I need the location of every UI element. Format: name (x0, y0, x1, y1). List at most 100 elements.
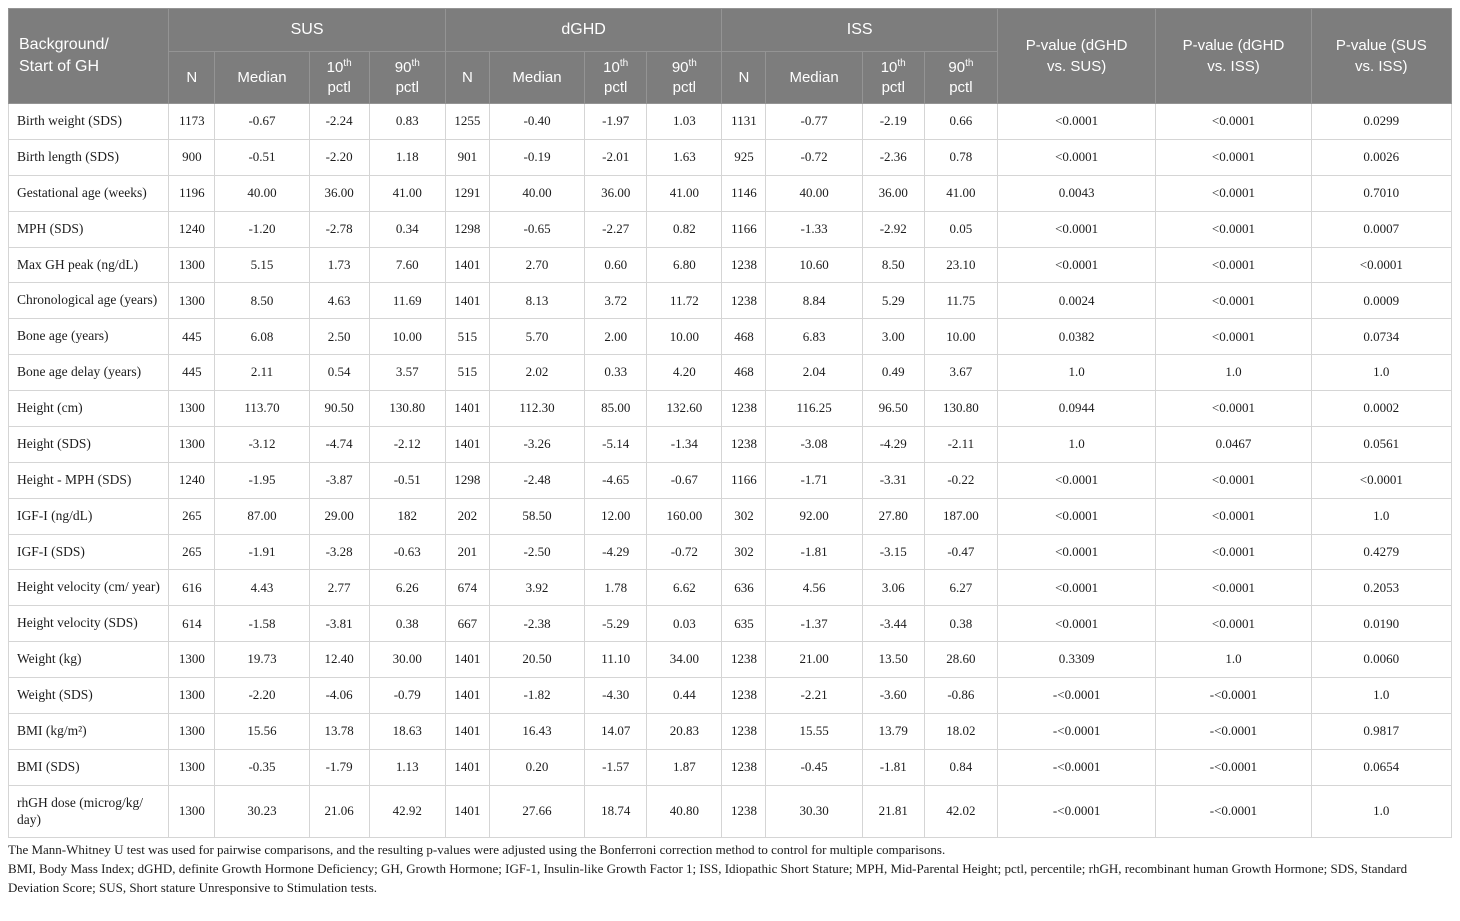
data-cell-sus: 1300 (168, 641, 216, 678)
column-header-sus-10th-pctl: 10th pctl (308, 51, 370, 104)
data-cell-iss: -2.11 (923, 425, 998, 463)
table-body: Birth weight (SDS) 1173 -0.67 -2.24 0.83 1255… (7, 103, 1453, 839)
data-cell-sus: -2.12 (368, 425, 446, 463)
data-cell-iss: -3.60 (861, 677, 925, 714)
data-cell-dghd: 85.00 (584, 390, 648, 427)
data-cell-iss: 3.06 (861, 569, 925, 607)
table-row: Height (SDS) 1300 -3.12 -4.74 -2.12 1401 -3.26… (7, 425, 1453, 463)
data-cell-p: <0.0001 (1310, 246, 1453, 284)
data-cell-sus: 3.57 (368, 354, 446, 391)
data-cell-iss: 15.55 (765, 712, 863, 750)
data-cell-dghd: 1.03 (646, 103, 723, 140)
data-cell-iss: 302 (721, 533, 767, 571)
data-cell-sus: 7.60 (368, 246, 446, 284)
table-row: Weight (SDS) 1300 -2.20 -4.06 -0.79 1401 -1.82… (7, 677, 1453, 714)
row-label: Birth weight (SDS) (7, 103, 170, 140)
data-cell-dghd: -4.29 (584, 533, 648, 571)
data-cell-iss: -3.08 (765, 425, 863, 463)
data-cell-dghd: 674 (444, 569, 490, 607)
data-cell-dghd: -2.27 (584, 210, 648, 248)
data-cell-sus: 130.80 (368, 390, 446, 427)
data-cell-p: 0.0060 (1310, 641, 1453, 678)
row-label: Birth length (SDS) (7, 138, 170, 176)
data-cell-iss: 1238 (721, 390, 767, 427)
data-cell-sus: 2.77 (308, 569, 370, 607)
column-header-pvalue-dghd-vs-sus: P-value (dGHD vs. SUS) (996, 8, 1157, 104)
data-cell-dghd: 112.30 (488, 390, 586, 427)
row-label: MPH (SDS) (7, 210, 170, 248)
data-cell-p: 0.0024 (996, 282, 1157, 320)
data-cell-dghd: 1401 (444, 677, 490, 714)
data-cell-iss: 116.25 (765, 390, 863, 427)
data-cell-sus: 445 (168, 318, 216, 356)
data-cell-dghd: 14.07 (584, 712, 648, 750)
data-cell-iss: 36.00 (861, 174, 925, 212)
data-cell-iss: 1238 (721, 282, 767, 320)
data-cell-p: -<0.0001 (996, 712, 1157, 750)
data-cell-p: <0.0001 (996, 605, 1157, 643)
row-label: IGF-I (SDS) (7, 533, 170, 571)
data-cell-sus: 445 (168, 354, 216, 391)
data-cell-p: 1.0 (1155, 354, 1312, 391)
data-cell-p: -<0.0001 (996, 748, 1157, 786)
data-cell-sus: -4.74 (308, 425, 370, 463)
table-row: Bone age (years) 445 6.08 2.50 10.00 515 5.70 2… (7, 318, 1453, 356)
table-row: MPH (SDS) 1240 -1.20 -2.78 0.34 1298 -0.65 -2.2… (7, 210, 1453, 248)
table-row: Birth length (SDS) 900 -0.51 -2.20 1.18 901 -0… (7, 138, 1453, 176)
data-cell-sus: 1196 (168, 174, 216, 212)
data-cell-dghd: 1401 (444, 784, 490, 839)
data-cell-iss: -0.77 (765, 103, 863, 140)
data-cell-p: <0.0001 (996, 246, 1157, 284)
data-cell-iss: 1146 (721, 174, 767, 212)
data-cell-iss: -2.36 (861, 138, 925, 176)
data-cell-iss: 1166 (721, 210, 767, 248)
data-cell-sus: -0.51 (214, 138, 310, 176)
column-header-iss-90th-pctl: 90th pctl (923, 51, 998, 104)
table-row: IGF-I (SDS) 265 -1.91 -3.28 -0.63 201 -2.50 -4.… (7, 533, 1453, 571)
row-label: Height (cm) (7, 390, 170, 427)
data-cell-iss: 3.00 (861, 318, 925, 356)
data-cell-dghd: -1.82 (488, 677, 586, 714)
data-cell-iss: 3.67 (923, 354, 998, 391)
data-cell-p: 0.0561 (1310, 425, 1453, 463)
data-cell-sus: 1.73 (308, 246, 370, 284)
data-cell-dghd: 201 (444, 533, 490, 571)
data-cell-dghd: -2.38 (488, 605, 586, 643)
table-row: Max GH peak (ng/dL) 1300 5.15 1.73 7.60 1401 2… (7, 246, 1453, 284)
data-cell-iss: 21.00 (765, 641, 863, 678)
data-cell-iss: -0.22 (923, 461, 998, 499)
data-cell-sus: -4.06 (308, 677, 370, 714)
data-cell-iss: -1.81 (861, 748, 925, 786)
data-cell-dghd: 1401 (444, 282, 490, 320)
data-cell-dghd: 10.00 (646, 318, 723, 356)
data-cell-sus: -2.24 (308, 103, 370, 140)
row-label: Chronological age (years) (7, 282, 170, 320)
data-cell-dghd: 1401 (444, 641, 490, 678)
data-cell-sus: 616 (168, 569, 216, 607)
data-cell-iss: 18.02 (923, 712, 998, 750)
data-cell-iss: 468 (721, 354, 767, 391)
row-label: Weight (SDS) (7, 677, 170, 714)
data-cell-p: -<0.0001 (1155, 677, 1312, 714)
data-cell-iss: -0.45 (765, 748, 863, 786)
data-cell-sus: -0.79 (368, 677, 446, 714)
data-cell-iss: 0.78 (923, 138, 998, 176)
data-cell-sus: 0.54 (308, 354, 370, 391)
data-cell-iss: 635 (721, 605, 767, 643)
data-cell-sus: 182 (368, 497, 446, 535)
data-cell-sus: -1.20 (214, 210, 310, 248)
data-cell-p: <0.0001 (1155, 174, 1312, 212)
data-cell-p: <0.0001 (996, 103, 1157, 140)
data-cell-sus: 900 (168, 138, 216, 176)
row-label: Height velocity (SDS) (7, 605, 170, 643)
data-cell-dghd: -0.72 (646, 533, 723, 571)
data-cell-iss: 0.84 (923, 748, 998, 786)
data-cell-sus: 1300 (168, 390, 216, 427)
data-cell-p: 0.0190 (1310, 605, 1453, 643)
data-cell-dghd: 1.78 (584, 569, 648, 607)
data-cell-dghd: 6.80 (646, 246, 723, 284)
data-cell-dghd: -2.48 (488, 461, 586, 499)
data-cell-dghd: 1298 (444, 461, 490, 499)
data-cell-sus: -1.58 (214, 605, 310, 643)
data-cell-p: 1.0 (1155, 641, 1312, 678)
